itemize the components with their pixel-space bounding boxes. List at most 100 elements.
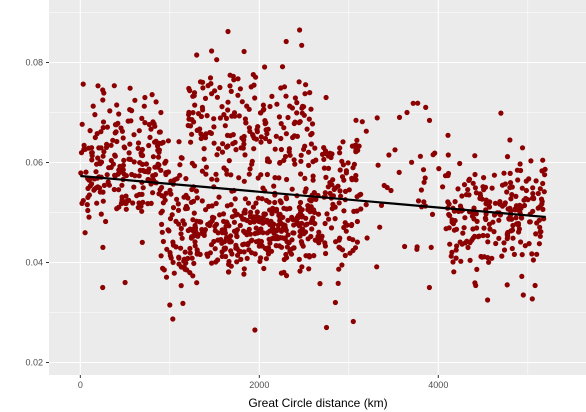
data-point [247, 166, 253, 172]
data-point [198, 135, 204, 142]
data-point [530, 257, 537, 263]
data-point [92, 186, 98, 192]
data-point [239, 135, 245, 141]
data-point [186, 85, 192, 92]
data-point [527, 219, 533, 225]
data-point [284, 244, 290, 250]
data-point [451, 227, 457, 233]
data-point [139, 208, 145, 214]
data-point [232, 208, 238, 214]
data-point [212, 88, 218, 94]
data-point [223, 115, 230, 121]
data-point [505, 206, 511, 212]
data-point [337, 145, 343, 151]
data-point [233, 147, 239, 153]
data-point [228, 202, 234, 208]
data-point [536, 241, 543, 247]
data-point [209, 48, 215, 54]
data-point [287, 248, 293, 254]
data-point [493, 240, 499, 247]
data-point [189, 131, 195, 137]
scatter-points [78, 27, 548, 333]
data-point [168, 178, 174, 184]
data-point [87, 128, 93, 134]
data-point [508, 228, 514, 234]
data-point [214, 94, 220, 100]
data-point [111, 186, 117, 193]
data-point [235, 252, 241, 258]
data-point [132, 97, 138, 103]
data-point [316, 229, 322, 235]
data-point [440, 184, 446, 190]
y-tick-label: 0.02 [25, 358, 43, 368]
data-point [313, 157, 319, 163]
data-point [310, 177, 316, 183]
data-point [283, 93, 289, 99]
data-point [170, 239, 176, 245]
data-point [303, 215, 309, 221]
data-point [194, 280, 200, 286]
data-point [139, 115, 145, 121]
data-point [518, 239, 524, 245]
data-point [175, 201, 181, 207]
data-point [86, 192, 92, 198]
data-point [243, 120, 249, 126]
data-point [508, 196, 514, 202]
data-point [189, 255, 195, 261]
data-point [304, 126, 310, 132]
data-point [291, 245, 297, 251]
data-point [481, 175, 487, 181]
data-point [94, 200, 100, 206]
data-point [350, 165, 356, 171]
data-point [211, 124, 217, 130]
data-point [132, 173, 138, 179]
data-point [276, 175, 282, 181]
data-point [291, 230, 297, 236]
data-point [202, 135, 209, 141]
data-point [253, 200, 259, 206]
data-point [342, 220, 348, 226]
data-point [191, 260, 197, 266]
data-point [261, 106, 267, 112]
data-point [451, 269, 457, 275]
data-point [100, 153, 106, 159]
data-point [131, 132, 137, 138]
data-point [246, 125, 252, 131]
data-point [300, 243, 306, 249]
data-point [415, 198, 422, 204]
data-point [430, 152, 436, 158]
data-point [459, 193, 465, 199]
data-point [343, 228, 349, 234]
data-point [232, 196, 238, 202]
data-point [173, 244, 179, 250]
data-point [219, 149, 226, 155]
data-point [289, 186, 295, 192]
data-point [122, 279, 128, 286]
data-point [249, 158, 255, 164]
data-point [304, 221, 310, 227]
data-point [112, 130, 118, 136]
data-point [171, 270, 177, 276]
data-point [231, 219, 237, 225]
data-point [228, 263, 234, 269]
data-point [336, 200, 342, 206]
data-point [258, 255, 264, 261]
data-point [236, 113, 242, 119]
data-point [167, 216, 174, 222]
data-point [299, 220, 305, 226]
data-point [472, 185, 478, 191]
data-point [136, 191, 142, 198]
data-point [187, 250, 193, 256]
data-point [257, 227, 263, 233]
data-point [482, 215, 488, 221]
data-point [207, 75, 214, 81]
data-point [422, 175, 428, 181]
data-point [255, 124, 261, 130]
data-point [158, 253, 164, 259]
data-point [186, 116, 192, 122]
data-point [523, 195, 529, 202]
data-point [135, 140, 142, 146]
data-point [264, 171, 270, 178]
data-point [165, 138, 171, 144]
data-point [402, 243, 408, 250]
